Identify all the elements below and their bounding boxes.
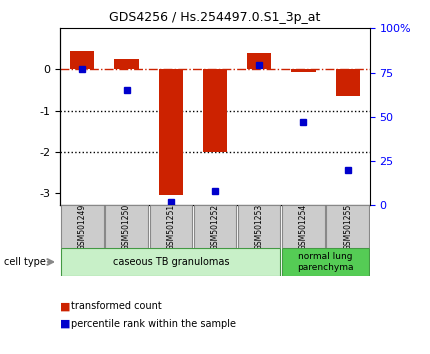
Text: GDS4256 / Hs.254497.0.S1_3p_at: GDS4256 / Hs.254497.0.S1_3p_at xyxy=(109,11,321,24)
Bar xyxy=(194,205,236,248)
Text: GSM501250: GSM501250 xyxy=(122,204,131,250)
Text: cell type: cell type xyxy=(4,257,46,267)
Text: percentile rank within the sample: percentile rank within the sample xyxy=(71,319,236,329)
Text: ■: ■ xyxy=(60,319,71,329)
Bar xyxy=(335,69,360,96)
Text: GSM501252: GSM501252 xyxy=(211,204,219,250)
Bar xyxy=(291,69,316,72)
Bar xyxy=(282,248,369,276)
Bar xyxy=(247,53,271,69)
Bar xyxy=(326,205,369,248)
Bar xyxy=(105,205,148,248)
Text: caseous TB granulomas: caseous TB granulomas xyxy=(113,257,229,267)
Text: GSM501249: GSM501249 xyxy=(78,204,87,250)
Bar xyxy=(114,59,139,69)
Bar xyxy=(150,205,192,248)
Bar xyxy=(61,205,104,248)
Text: GSM501253: GSM501253 xyxy=(255,204,264,250)
Text: GSM501251: GSM501251 xyxy=(166,204,175,250)
Text: normal lung
parenchyma: normal lung parenchyma xyxy=(297,252,354,272)
Bar xyxy=(238,205,280,248)
Bar xyxy=(61,248,280,276)
Text: GSM501255: GSM501255 xyxy=(343,204,352,250)
Bar xyxy=(203,69,227,152)
Bar xyxy=(70,51,95,69)
Text: transformed count: transformed count xyxy=(71,301,162,311)
Bar xyxy=(159,69,183,195)
Bar xyxy=(282,205,325,248)
Text: ■: ■ xyxy=(60,301,71,311)
Text: GSM501254: GSM501254 xyxy=(299,204,308,250)
